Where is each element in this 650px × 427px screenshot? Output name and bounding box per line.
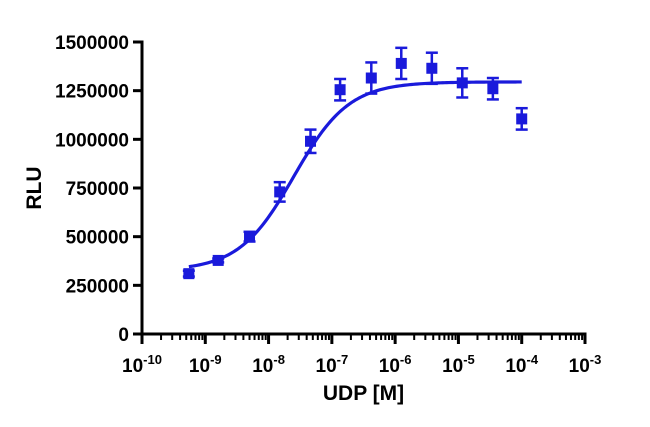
data-point xyxy=(243,230,256,243)
y-axis-title: RLU xyxy=(23,166,46,209)
fit-curve xyxy=(188,80,522,269)
x-tick-label: 10-4 xyxy=(505,352,538,377)
data-point xyxy=(425,51,438,86)
point-marker xyxy=(334,84,346,96)
data-point xyxy=(334,77,347,102)
x-axis-ticks: 10-10 10-9 10-8 10-7 10-6 10-5 10-4 10-3 xyxy=(122,334,601,377)
data-point xyxy=(456,67,469,99)
x-tick-label: 10-8 xyxy=(252,352,285,377)
y-tick-label: 500000 xyxy=(66,228,129,249)
point-marker xyxy=(183,268,195,280)
fit-curve-layer xyxy=(188,80,522,269)
x-tick-label: 10-3 xyxy=(569,352,602,377)
x-tick-label: 10-9 xyxy=(189,352,222,377)
axes-layer xyxy=(140,40,587,336)
y-axis-ticks: 0 250000 500000 750000 1000000 1250000 1500000 xyxy=(55,33,142,346)
point-marker xyxy=(395,57,407,69)
data-point xyxy=(212,254,225,266)
point-marker xyxy=(426,62,438,74)
data-point xyxy=(182,268,195,280)
point-marker xyxy=(305,135,317,147)
y-tick-label: 1500000 xyxy=(55,33,129,54)
point-marker xyxy=(516,113,528,125)
y-tick-label: 250000 xyxy=(66,276,129,297)
y-tick-label: 750000 xyxy=(66,179,129,200)
data-point xyxy=(304,128,317,155)
y-tick-label: 1250000 xyxy=(55,82,129,103)
data-point xyxy=(486,76,499,101)
x-tick-label: 10-10 xyxy=(122,352,162,377)
point-marker xyxy=(212,254,224,266)
x-axis-title: UDP [M] xyxy=(323,382,404,405)
point-marker xyxy=(487,83,499,95)
data-point xyxy=(515,106,528,131)
x-tick-label: 10-5 xyxy=(442,352,475,377)
y-tick-label: 0 xyxy=(118,325,129,346)
data-point xyxy=(365,61,378,95)
data-points-layer xyxy=(182,46,528,280)
point-marker xyxy=(365,72,377,84)
y-tick-label: 1000000 xyxy=(55,130,129,151)
point-marker xyxy=(456,77,468,89)
point-marker xyxy=(274,186,286,198)
x-tick-label: 10-6 xyxy=(379,352,412,377)
x-tick-label: 10-7 xyxy=(316,352,349,377)
data-point xyxy=(273,180,286,203)
point-marker xyxy=(244,231,256,243)
data-point xyxy=(395,46,408,81)
